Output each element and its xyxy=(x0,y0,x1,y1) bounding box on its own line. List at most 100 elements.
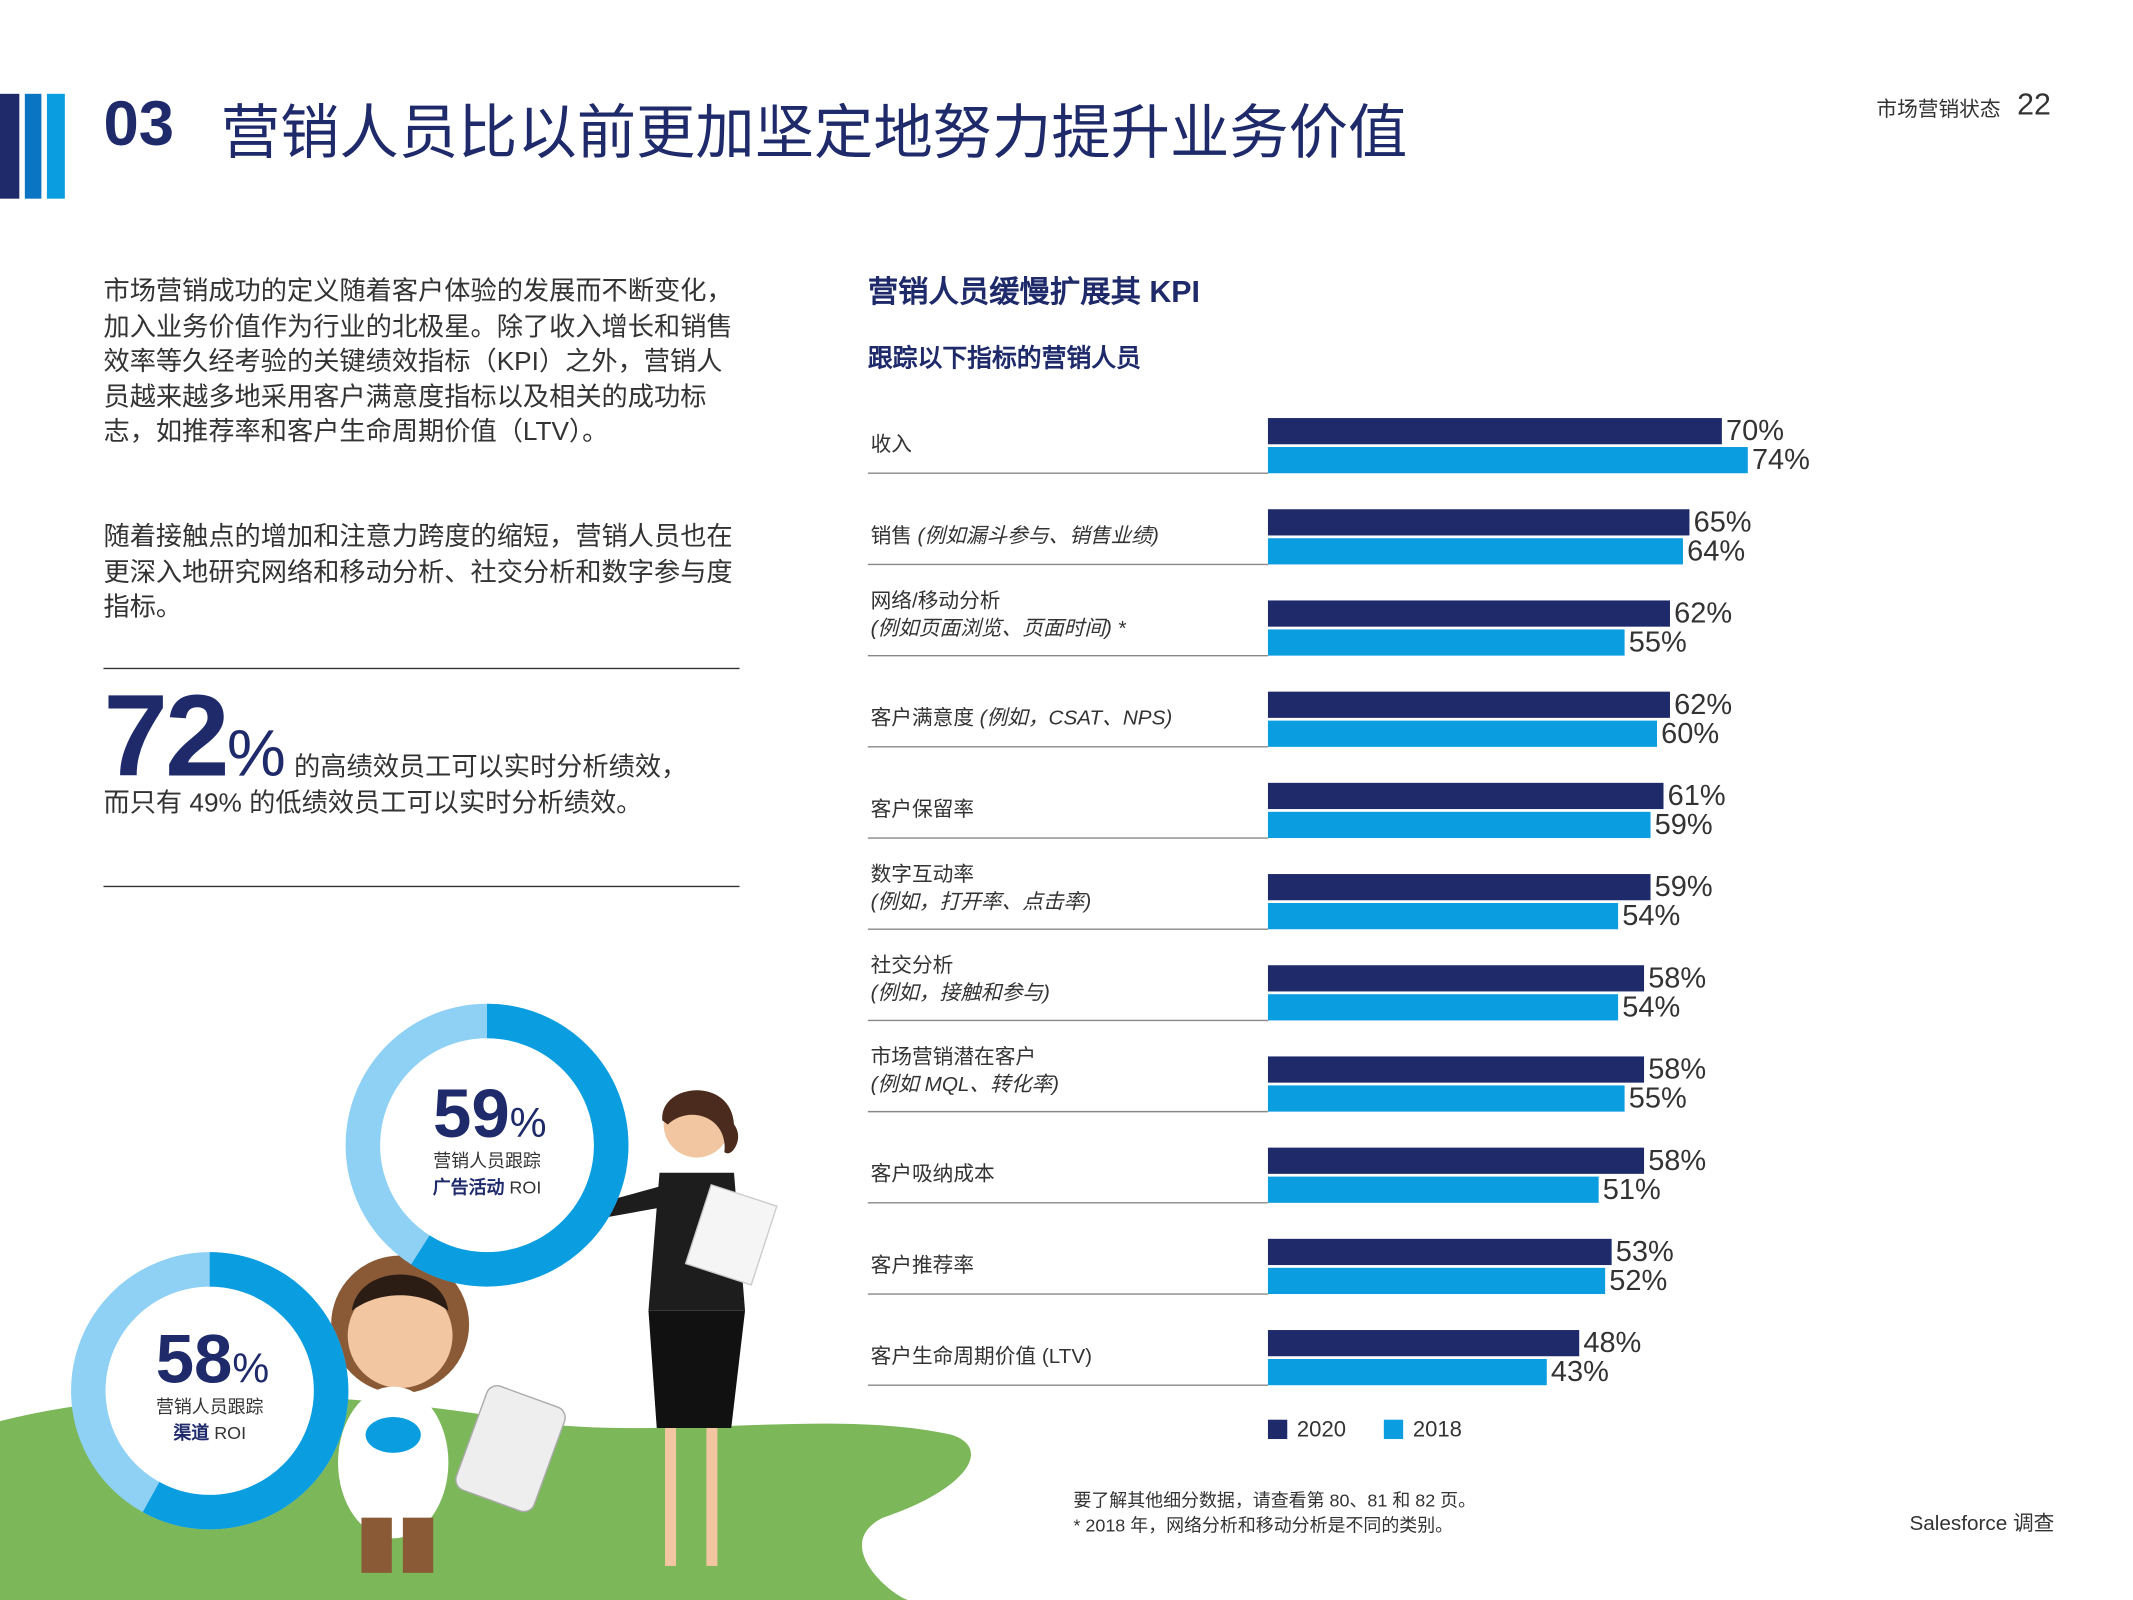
donut-caption-rest: ROI xyxy=(504,1177,541,1197)
donut-caption: 营销人员跟踪 xyxy=(433,1151,541,1171)
donut-arc xyxy=(71,1252,349,1530)
donut-number: 58% xyxy=(156,1320,270,1397)
donut-track xyxy=(71,1252,348,1529)
bar xyxy=(1267,629,1625,656)
legend-swatch xyxy=(1267,1419,1288,1440)
donut-unit: % xyxy=(232,1345,269,1391)
stat-unit: % xyxy=(226,717,286,791)
value-label: 55% xyxy=(1629,627,1687,659)
category-label: 客户保留率 xyxy=(871,798,974,821)
bar xyxy=(1267,874,1651,901)
bar xyxy=(1267,720,1658,747)
donut-caption-bold: 广告活动 xyxy=(433,1176,505,1197)
value-label: 54% xyxy=(1622,991,1680,1023)
bar xyxy=(1267,782,1664,810)
bar xyxy=(1267,1056,1645,1083)
bar xyxy=(1267,447,1748,474)
value-label: 55% xyxy=(1629,1083,1687,1115)
value-label: 70% xyxy=(1726,415,1784,447)
category-note: (例如漏斗参与、销售业绩) xyxy=(918,524,1159,547)
category-note: (例如，CSAT、NPS) xyxy=(980,707,1173,730)
donut-arc xyxy=(345,1003,629,1287)
category-label: 社交分析 xyxy=(871,954,954,977)
section-number: 03 xyxy=(103,86,175,159)
chart-title: 营销人员缓慢扩展其 KPI xyxy=(868,275,1200,309)
page-number: 22 xyxy=(2017,86,2051,122)
category-label: 客户吸纳成本 xyxy=(871,1163,995,1186)
category-note: (例如，打开率、点击率) xyxy=(871,890,1092,913)
header-stripe xyxy=(0,93,20,199)
category-label: 市场营销潜在客户 xyxy=(871,1045,1037,1068)
bar xyxy=(1267,903,1619,930)
value-label: 43% xyxy=(1551,1356,1609,1388)
bar xyxy=(1267,538,1683,565)
value-label: 62% xyxy=(1674,689,1732,721)
chart-subtitle: 跟踪以下指标的营销人员 xyxy=(868,344,1141,373)
stat-text: 的高绩效员工可以实时分析绩效，而只有 49% 的低绩效员工可以实时分析绩效。 xyxy=(103,753,688,819)
value-label: 58% xyxy=(1648,1054,1706,1086)
value-label: 52% xyxy=(1609,1265,1667,1297)
paragraph: 市场营销成功的定义随着客户体验的发展而不断变化，加入业务价值作为行业的北极星。除… xyxy=(103,277,733,448)
bar xyxy=(1267,1085,1625,1112)
category-note: (例如，接触和参与) xyxy=(871,982,1050,1005)
bar xyxy=(1267,965,1645,992)
header-stripe xyxy=(24,93,42,199)
value-label: 58% xyxy=(1648,1145,1706,1177)
value-label: 74% xyxy=(1752,444,1810,476)
donut-value: 58 xyxy=(156,1320,233,1397)
legend-label: 2018 xyxy=(1413,1417,1462,1442)
value-label: 53% xyxy=(1616,1236,1674,1268)
category-note: (例如页面浏览、页面时间) * xyxy=(871,617,1127,640)
category-label: 数字互动率 xyxy=(871,863,974,886)
bar xyxy=(1267,994,1619,1021)
donut-caption: 营销人员跟踪 xyxy=(156,1397,264,1417)
donut-unit: % xyxy=(510,1100,547,1146)
mascot-illustration xyxy=(331,1255,566,1573)
paragraph: 随着接触点的增加和注意力跨度的缩短，营销人员也在更深入地研究网络和移动分析、社交… xyxy=(103,522,733,623)
bar xyxy=(1267,418,1722,445)
donut-caption: 渠道 ROI xyxy=(173,1422,246,1443)
category-note: (例如 MQL、转化率) xyxy=(871,1073,1059,1096)
value-label: 59% xyxy=(1655,809,1713,841)
footnote: 要了解其他细分数据，请查看第 80、81 和 82 页。 xyxy=(1073,1490,1477,1511)
category-label: 收入 xyxy=(871,433,912,456)
donut-caption-rest: ROI xyxy=(209,1423,246,1443)
value-label: 51% xyxy=(1603,1174,1661,1206)
bar xyxy=(1267,1267,1606,1295)
bar xyxy=(1267,1330,1580,1357)
category-label: 客户满意度 xyxy=(871,707,974,730)
bar xyxy=(1267,811,1651,839)
value-label: 58% xyxy=(1648,962,1706,994)
category-label: 销售 xyxy=(871,524,912,547)
legend-swatch xyxy=(1383,1419,1404,1440)
bar xyxy=(1267,509,1690,536)
category-label: 网络/移动分析 xyxy=(871,589,1001,612)
donut-number: 59% xyxy=(433,1075,547,1152)
stat-callout: 72% 的高绩效员工可以实时分析绩效，而只有 49% 的低绩效员工可以实时分析绩效… xyxy=(103,677,710,822)
section-name: 市场营销状态 xyxy=(1876,97,2001,122)
category-label: 客户生命周期价值 (LTV) xyxy=(871,1345,1092,1368)
value-label: 62% xyxy=(1674,598,1732,630)
category-label: 客户推荐率 xyxy=(871,1254,974,1277)
bar xyxy=(1267,691,1670,718)
bar xyxy=(1267,1176,1599,1203)
donut-caption: 广告活动 ROI xyxy=(433,1176,542,1197)
divider xyxy=(103,667,740,670)
value-label: 61% xyxy=(1668,780,1726,812)
bar xyxy=(1267,1147,1645,1174)
stat-number: 72 xyxy=(103,670,229,801)
value-label: 64% xyxy=(1687,535,1745,567)
bar xyxy=(1267,1238,1612,1266)
bar xyxy=(1267,600,1670,627)
source: Salesforce 调查 xyxy=(1909,1512,2055,1536)
bar xyxy=(1267,1359,1547,1386)
donut-value: 59 xyxy=(433,1075,510,1152)
value-label: 65% xyxy=(1694,506,1752,538)
donut-caption-bold: 渠道 xyxy=(173,1422,209,1443)
page-title: 营销人员比以前更加坚定地努力提升业务价值 xyxy=(220,100,1408,167)
footnote: * 2018 年，网络分析和移动分析是不同的类别。 xyxy=(1073,1514,1454,1536)
legend-label: 2020 xyxy=(1297,1417,1346,1442)
